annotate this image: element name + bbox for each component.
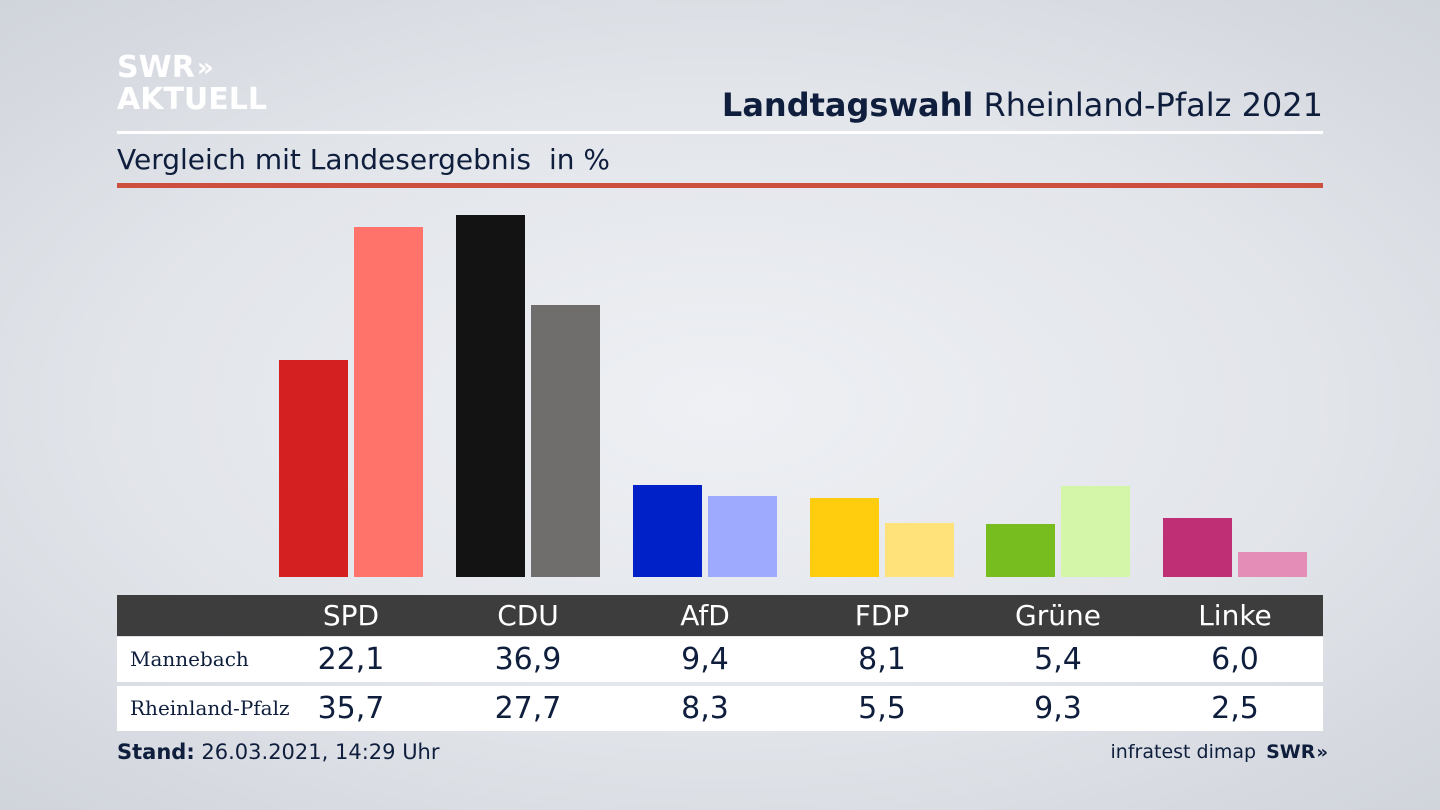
table-cell: 2,5 xyxy=(1211,691,1259,726)
source-credit: infratest dimap SWR» xyxy=(1110,741,1328,763)
timestamp: Stand: 26.03.2021, 14:29 Uhr xyxy=(117,740,440,764)
table-cell: 8,1 xyxy=(858,642,906,677)
bar-cdu-rheinland-pfalz xyxy=(531,305,600,577)
bar-linke-rheinland-pfalz xyxy=(1238,552,1307,577)
bar-linke-mannebach xyxy=(1163,518,1232,577)
column-header: FDP xyxy=(854,599,910,632)
logo-line1: SWR xyxy=(117,50,195,85)
table-cell: 5,4 xyxy=(1034,642,1082,677)
swr-brand: SWR xyxy=(1266,741,1316,763)
table-cell: 22,1 xyxy=(317,642,385,677)
table-cell: 9,3 xyxy=(1034,691,1082,726)
subtitle-text: Vergleich mit Landesergebnis xyxy=(117,143,531,176)
bar-fdp-rheinland-pfalz xyxy=(885,523,954,577)
stand-label: Stand: xyxy=(117,740,195,764)
table-cell: 6,0 xyxy=(1211,642,1259,677)
column-header: Linke xyxy=(1198,599,1272,632)
table-header-row: SPD CDU AfD FDP Grüne Linke xyxy=(117,595,1323,636)
subtitle-unit: in % xyxy=(548,143,611,176)
column-header: SPD xyxy=(322,599,380,632)
bar-cdu-mannebach xyxy=(456,215,525,577)
column-header: AfD xyxy=(680,599,730,632)
logo-chevron-icon: » xyxy=(196,53,214,83)
header-divider xyxy=(117,131,1323,134)
swr-chevron-icon: » xyxy=(1316,741,1327,763)
column-header: CDU xyxy=(497,599,559,632)
chart-subtitle: Vergleich mit Landesergebnis in % xyxy=(117,143,610,176)
row-label-mannebach: Mannebach xyxy=(130,647,249,671)
bar-spd-mannebach xyxy=(279,360,348,577)
bar-spd-rheinland-pfalz xyxy=(354,226,423,577)
results-table: SPD CDU AfD FDP Grüne Linke Mannebach 22,1 36,… xyxy=(117,595,1323,731)
page-title-rest: Rheinland-Pfalz 2021 xyxy=(983,86,1323,124)
bar-afd-mannebach xyxy=(633,484,702,577)
column-header: Grüne xyxy=(1015,599,1101,632)
table-cell: 36,9 xyxy=(494,642,562,677)
stand-value: 26.03.2021, 14:29 Uhr xyxy=(201,740,440,764)
table-row: Rheinland-Pfalz 35,7 27,7 8,3 5,5 9,3 2,5 xyxy=(117,686,1323,731)
table-row: Mannebach 22,1 36,9 9,4 8,1 5,4 6,0 xyxy=(117,637,1323,682)
logo-line2: AKTUELL xyxy=(117,82,268,117)
table-cell: 5,5 xyxy=(858,691,906,726)
table-cell: 8,3 xyxy=(681,691,729,726)
accent-divider xyxy=(117,183,1323,188)
page-title-bold: Landtagswahl xyxy=(721,86,974,124)
table-cell: 35,7 xyxy=(317,691,385,726)
swr-aktuell-logo: SWR» AKTUELL xyxy=(117,52,267,116)
page-title: Landtagswahl Rheinland-Pfalz 2021 xyxy=(722,86,1323,124)
table-cell: 27,7 xyxy=(494,691,562,726)
bar-afd-rheinland-pfalz xyxy=(708,495,777,577)
bar-gruene-mannebach xyxy=(986,524,1055,577)
bar-fdp-mannebach xyxy=(810,497,879,577)
table-cell: 9,4 xyxy=(681,642,729,677)
bar-gruene-rheinland-pfalz xyxy=(1061,485,1130,577)
source-text: infratest dimap xyxy=(1110,741,1257,763)
row-label-rheinland-pfalz: Rheinland-Pfalz xyxy=(130,696,290,720)
